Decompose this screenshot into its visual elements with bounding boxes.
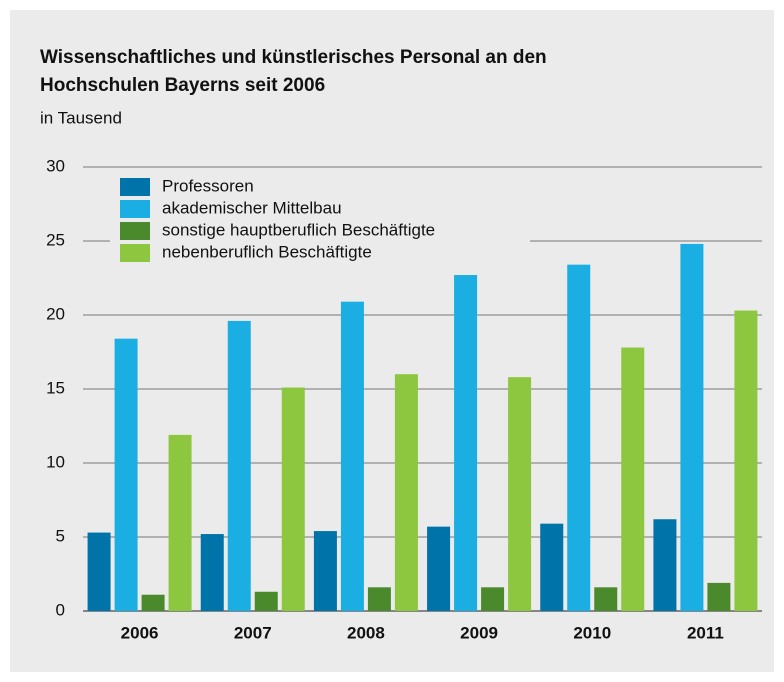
x-tick-label: 2009 [460,623,498,642]
bar [567,264,591,611]
legend-label: Professoren [162,176,254,195]
bar [141,594,165,611]
legend-swatch [120,178,150,196]
bar [594,587,618,611]
bar [87,532,111,611]
x-tick-label: 2008 [347,623,385,642]
x-tick-label: 2006 [121,623,159,642]
y-tick-label: 30 [46,156,65,175]
bar [227,320,251,611]
bar [734,310,758,611]
y-tick-label: 5 [56,526,65,545]
bar [680,243,704,611]
bar [367,587,391,611]
bar [707,582,731,611]
x-tick-label: 2011 [687,623,724,642]
bar [168,434,192,611]
bar [200,534,224,611]
chart-title: Hochschulen Bayerns seit 2006 [40,75,325,96]
bar [508,377,532,611]
bar [454,275,478,611]
bar [340,301,364,611]
bar [281,387,305,611]
legend-swatch [120,244,150,262]
legend-label: akademischer Mittelbau [162,198,342,217]
y-tick-label: 10 [46,452,65,471]
legend-background [110,175,530,267]
bar [427,526,451,611]
y-tick-label: 25 [46,230,65,249]
bar [254,591,278,611]
bar [540,523,564,611]
y-tick-label: 20 [46,304,65,323]
legend-label: nebenberuflich Beschäftigte [162,242,372,261]
x-tick-label: 2010 [573,623,611,642]
bar [114,338,138,611]
bar [313,531,337,611]
bar [621,347,645,611]
y-tick-label: 15 [46,378,65,397]
chart-subtitle: in Tausend [40,108,122,127]
chart-title: Wissenschaftliches und künstlerisches Pe… [40,47,547,68]
bar [394,374,418,611]
legend-swatch [120,222,150,240]
x-tick-label: 2007 [234,623,272,642]
y-tick-label: 0 [56,600,65,619]
bar [481,587,505,611]
legend-swatch [120,200,150,218]
bar [653,519,677,611]
legend-label: sonstige hauptberuflich Beschäftigte [162,220,435,239]
